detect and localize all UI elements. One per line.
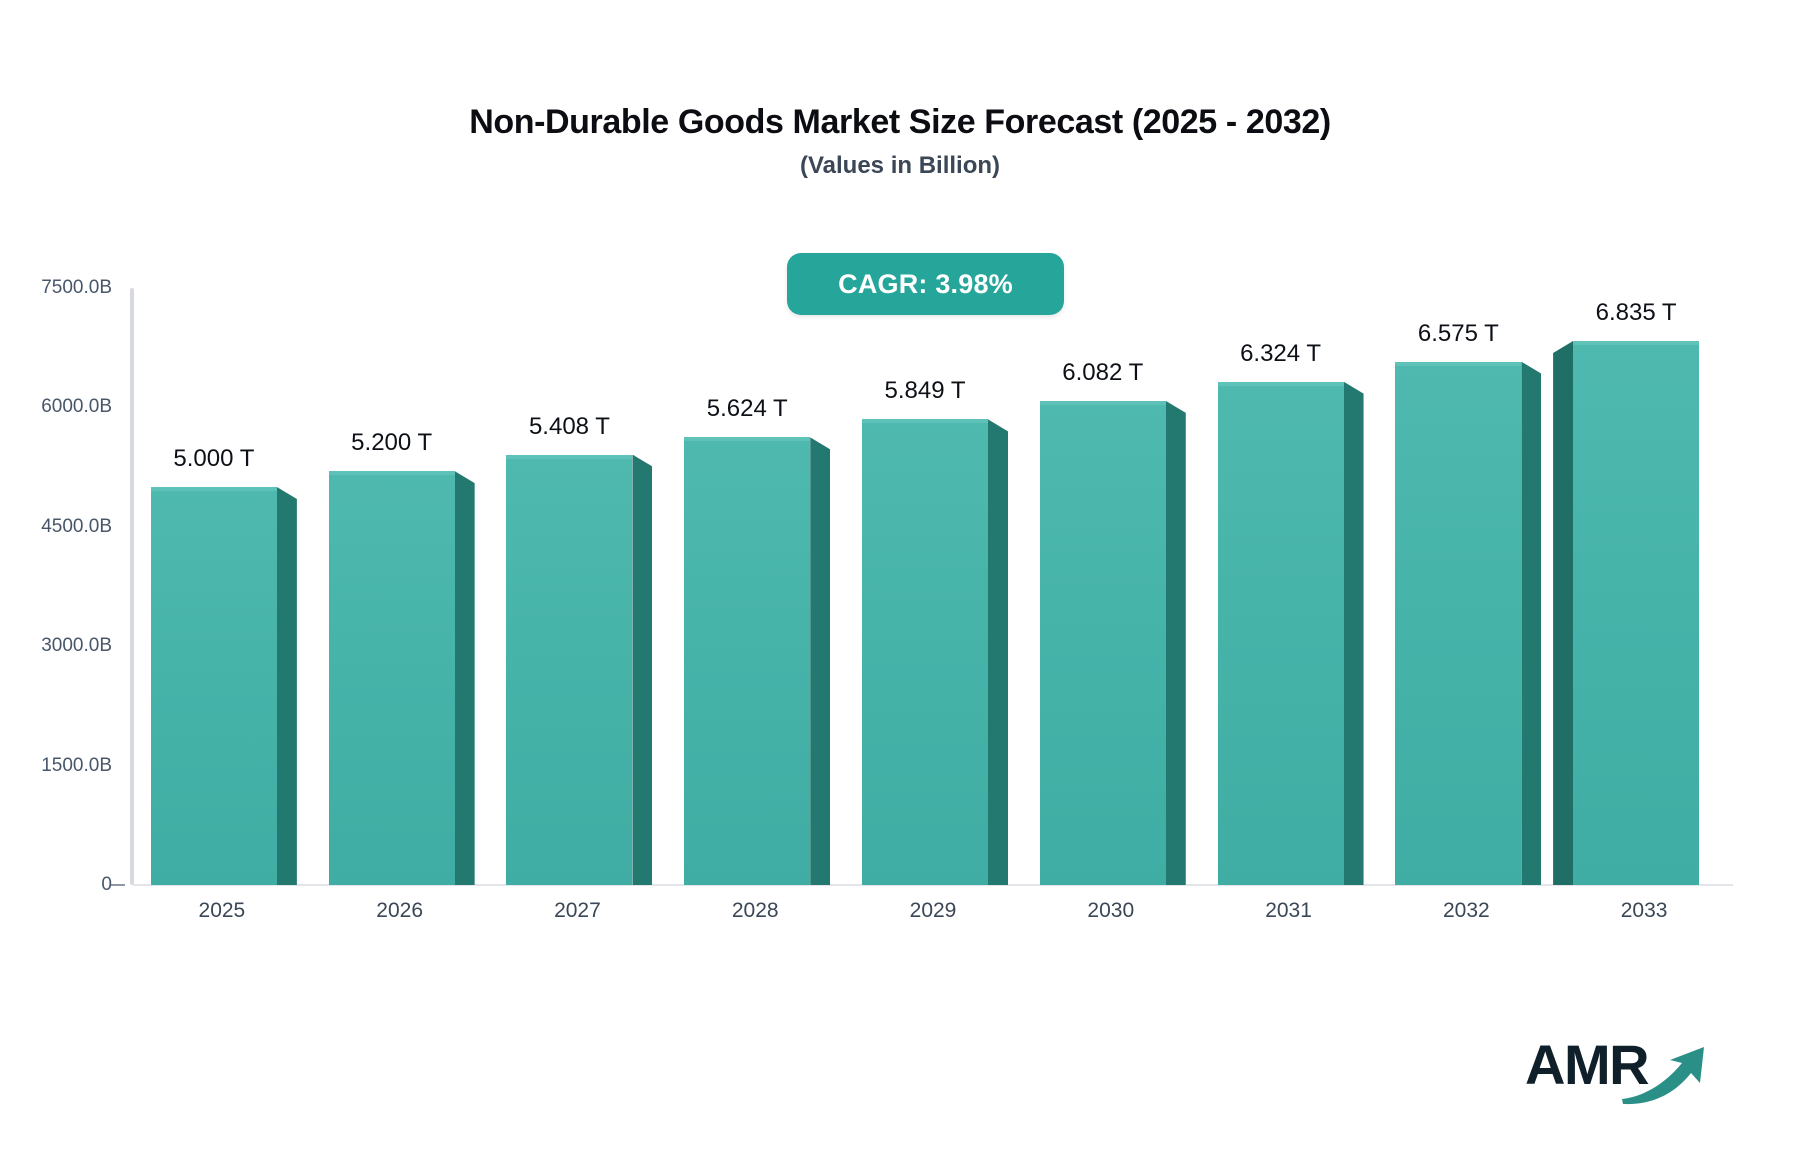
bar-front-face xyxy=(506,454,633,885)
bar-2033[interactable]: 6.835 T xyxy=(1553,299,1700,885)
bar-top-edge xyxy=(506,454,633,459)
y-axis-line xyxy=(130,288,134,885)
bar-front-face xyxy=(1217,381,1344,885)
x-axis-tick-label-2027: 2027 xyxy=(554,899,601,922)
x-axis-tick-label-2033: 2033 xyxy=(1620,899,1668,922)
bar-side-face xyxy=(1165,400,1186,885)
y-axis-tick-label: 7500.0B xyxy=(41,277,112,298)
x-axis-tick-label-2025: 2025 xyxy=(198,899,246,922)
bar-side-face xyxy=(810,437,831,885)
cagr-badge-label: CAGR: 3.98% xyxy=(838,268,1013,299)
bar-value-label: 6.324 T xyxy=(1240,339,1322,367)
amr-wordmark: AMR xyxy=(1525,1033,1650,1096)
page-title: Non-Durable Goods Market Size Forecast (… xyxy=(469,103,1331,141)
bar-value-label: 6.835 T xyxy=(1595,298,1677,326)
growth-arrow-icon xyxy=(1620,1043,1712,1110)
bar-side-face xyxy=(1343,381,1364,885)
bar-front-face xyxy=(1573,340,1700,885)
bar-side-face xyxy=(1553,340,1574,885)
y-axis-tick-label: 1500.0B xyxy=(41,754,112,776)
bar-value-label: 5.200 T xyxy=(351,429,433,457)
bar-2027[interactable]: 5.408 T xyxy=(506,413,653,885)
bar-value-label: 6.575 T xyxy=(1417,319,1499,347)
chart-subtitle: (Values in Billion) xyxy=(799,152,1001,179)
bar-value-label: 5.849 T xyxy=(884,377,966,405)
bar-side-face xyxy=(276,487,297,885)
y-axis-tick-mark xyxy=(111,884,125,886)
bar-side-face xyxy=(1521,361,1542,885)
bar-2030[interactable]: 6.082 T xyxy=(1039,359,1186,885)
y-axis-tick-label: 3000.0B xyxy=(41,635,112,657)
amr-logo: AMR xyxy=(1525,1035,1710,1107)
bar-2031[interactable]: 6.324 T xyxy=(1217,340,1364,885)
bar-2032[interactable]: 6.575 T xyxy=(1395,320,1542,885)
bar-side-face xyxy=(632,454,653,885)
bar-top-edge xyxy=(1039,400,1166,405)
bar-front-face xyxy=(1395,361,1522,885)
bar-2026[interactable]: 5.200 T xyxy=(328,429,475,885)
bar-2025[interactable]: 5.000 T xyxy=(150,445,297,885)
x-axis-tick-label-2030: 2030 xyxy=(1087,899,1135,922)
x-axis-tick-label-2032: 2032 xyxy=(1442,899,1490,922)
x-axis-tick-label-2029: 2029 xyxy=(909,899,957,922)
bar-front-face xyxy=(1039,400,1166,885)
bar-top-edge xyxy=(684,437,811,442)
bar-front-face xyxy=(862,419,988,885)
bar-value-label: 5.624 T xyxy=(706,395,788,423)
bar-side-face xyxy=(988,419,1008,885)
y-axis-tick-label: 6000.0B xyxy=(41,396,112,418)
bar-top-edge xyxy=(150,487,277,491)
bar-side-face xyxy=(454,471,475,885)
bar-value-label: 6.082 T xyxy=(1062,358,1144,386)
bar-value-label: 5.408 T xyxy=(528,412,610,440)
bar-top-edge xyxy=(328,471,455,476)
cagr-badge: CAGR: 3.98% xyxy=(787,253,1064,315)
y-axis-tick-label: 0 xyxy=(101,874,112,895)
x-axis-tick-label-2031: 2031 xyxy=(1265,899,1312,922)
bar-2029[interactable]: 5.849 T xyxy=(862,377,1008,885)
bar-top-edge xyxy=(862,419,988,424)
bar-top-edge xyxy=(1395,361,1522,366)
bar-top-edge xyxy=(1217,381,1344,386)
bar-2028[interactable]: 5.624 T xyxy=(684,395,831,885)
x-axis-tick-label-2028: 2028 xyxy=(731,899,779,922)
bar-value-label: 5.000 T xyxy=(173,445,255,472)
x-axis-line xyxy=(133,884,1733,886)
y-axis-tick-label: 4500.0B xyxy=(41,515,112,537)
bar-front-face xyxy=(150,487,277,885)
bar-front-face xyxy=(684,437,811,885)
bar-front-face xyxy=(328,471,455,885)
bar-top-edge xyxy=(1573,340,1700,345)
x-axis-tick-label-2026: 2026 xyxy=(376,899,424,922)
